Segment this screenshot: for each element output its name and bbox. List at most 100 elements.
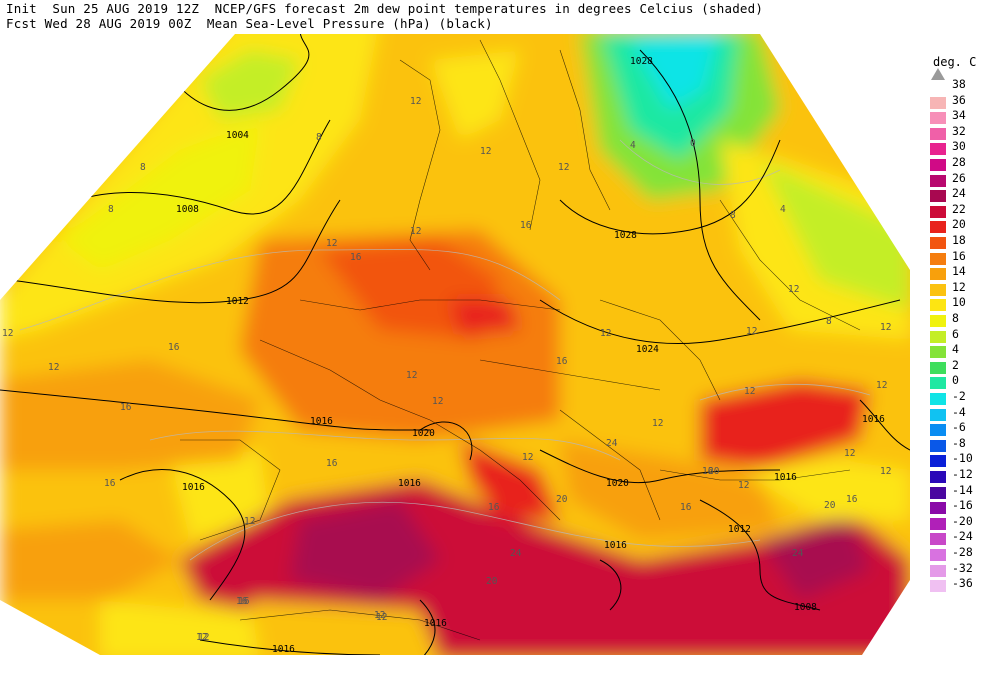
legend-label: -12 (952, 467, 973, 481)
dewpoint-label: 12 (746, 326, 757, 337)
legend-label: -4 (952, 404, 966, 419)
legend-swatch (930, 174, 946, 187)
dewpoint-label: 24 (510, 548, 522, 559)
dewpoint-label: 16 (520, 220, 532, 231)
dewpoint-label: 20 (486, 576, 498, 587)
legend-label: -20 (952, 513, 973, 528)
legend-label: 32 (952, 123, 966, 138)
legend-label: 4 (952, 342, 959, 357)
dewpoint-label: 4 (780, 204, 786, 215)
dewpoint-label: 12 (244, 516, 255, 527)
dewpoint-label: 12 (432, 396, 443, 407)
legend-label: 2 (952, 357, 959, 372)
header-line-2: Fcst Wed 28 AUG 2019 00Z Mean Sea-Level … (6, 16, 493, 31)
legend-label: 26 (952, 170, 966, 185)
legend-label: 30 (952, 139, 966, 154)
legend-swatch (930, 455, 946, 468)
legend-label: 38 (952, 77, 966, 91)
dewpoint-label: 16 (350, 252, 362, 263)
legend-label: -16 (952, 498, 973, 513)
pressure-label: 1004 (226, 130, 249, 141)
pressure-label: 1008 (794, 602, 817, 613)
legend-swatch (930, 564, 946, 577)
dewpoint-label: 12 (374, 610, 385, 621)
dewpoint-label: 16 (120, 402, 132, 413)
legend-swatch (930, 393, 946, 405)
dewpoint-label: 12 (376, 612, 387, 623)
dewpoint-label: 12 (480, 146, 491, 157)
legend-swatch (930, 96, 946, 109)
dewpoint-label: 8 (108, 204, 114, 215)
dewpoint-label: 12 (48, 362, 59, 373)
dewpoint-label: 12 (558, 162, 569, 173)
legend-label: 12 (952, 279, 966, 294)
legend-swatch (930, 439, 946, 452)
legend-label: 36 (952, 92, 966, 107)
legend-label: 28 (952, 155, 966, 169)
legend-swatch (930, 361, 946, 374)
pressure-label: 1016 (182, 482, 205, 493)
pressure-labels: 1028 1004 1008 1012 1016 1020 1024 1028 … (176, 56, 885, 655)
legend-max-arrow-icon (931, 68, 945, 80)
dewpoint-label: 12 (738, 480, 749, 491)
dewpoint-label: 12 (410, 96, 421, 107)
legend-label: 22 (952, 201, 966, 216)
legend-swatch (930, 283, 946, 296)
dewpoint-label: 12 (880, 466, 891, 477)
legend-swatch (930, 268, 946, 281)
dewpoint-value-labels: 8 8 8 12 12 12 12 16 12 16 16 12 12 12 1… (2, 96, 891, 643)
dewpoint-label: 16 (702, 466, 714, 477)
dewpoint-label: 20 (824, 500, 836, 511)
pressure-label: 1024 (636, 344, 659, 355)
legend-swatch (930, 237, 946, 249)
dewpoint-label: 20 (556, 494, 568, 505)
dewpoint-label: 16 (680, 502, 692, 513)
dewpoint-label: 24 (792, 548, 804, 559)
legend-swatch (930, 159, 946, 171)
legend-swatch (930, 190, 946, 203)
legend-label: -2 (952, 389, 966, 403)
legend-label: 0 (952, 373, 959, 388)
dewpoint-label: 8 (826, 316, 832, 327)
legend-swatch (930, 517, 946, 530)
pressure-label: 1016 (774, 472, 797, 483)
dewpoint-label: 16 (556, 356, 568, 367)
legend-label: 24 (952, 186, 966, 201)
dewpoint-label: 8 (730, 210, 736, 221)
pressure-label: 1016 (604, 540, 627, 551)
dewpoint-label: 12 (880, 322, 891, 333)
legend-label: 34 (952, 108, 966, 123)
pressure-label: 1020 (412, 428, 435, 439)
legend-label: -14 (952, 482, 973, 497)
pressure-label: 1016 (272, 644, 295, 655)
pressure-label: 1028 (630, 56, 653, 67)
legend-swatch (930, 221, 946, 234)
dewpoint-label: 16 (846, 494, 858, 505)
dewpoint-label: 8 (140, 162, 146, 173)
legend-swatch (930, 346, 946, 359)
dewpoint-label: 12 (652, 418, 663, 429)
legend-swatch (930, 580, 946, 593)
pressure-label: 1016 (310, 416, 333, 427)
country-borders (180, 39, 861, 641)
dewpoint-label: 16 (326, 458, 338, 469)
header-line-1: Init Sun 25 AUG 2019 12Z NCEP/GFS foreca… (6, 1, 764, 16)
legend-title: deg. C (933, 55, 977, 69)
dewpoint-label: 12 (196, 632, 207, 643)
legend-swatch (930, 299, 946, 312)
pressure-label: 1012 (728, 524, 751, 535)
dewpoint-label: 16 (238, 596, 250, 607)
legend-swatch (930, 252, 946, 265)
legend-swatch (930, 330, 946, 343)
dewpoint-label: 4 (630, 140, 636, 151)
legend-swatch (930, 471, 946, 483)
legend-label: -24 (952, 529, 973, 544)
pressure-label: 1016 (862, 414, 885, 425)
legend-label: -8 (952, 435, 966, 450)
dewpoint-label: 12 (198, 632, 209, 643)
dewpoint-label: 12 (326, 238, 337, 249)
legend-swatch (930, 424, 946, 437)
legend-label: 20 (952, 217, 966, 232)
legend-swatch (930, 112, 946, 125)
